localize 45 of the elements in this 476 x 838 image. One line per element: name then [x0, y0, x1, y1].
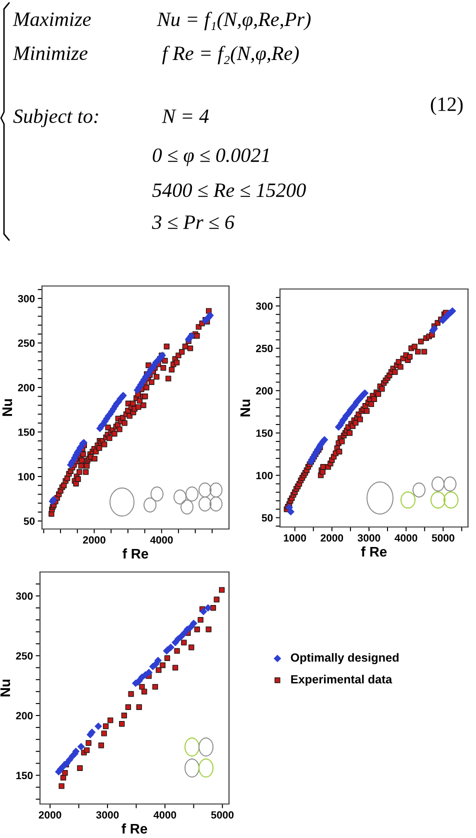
- y-axis-title: Nu: [2, 399, 12, 416]
- x-tick-label: 3000: [358, 534, 380, 542]
- y-tick-label: 300: [16, 592, 33, 600]
- y-tick-label: 50: [262, 514, 273, 522]
- y-tick-label: 200: [18, 384, 35, 392]
- x-tick-label: 2000: [38, 811, 62, 819]
- y-tick-label: 100: [256, 472, 273, 480]
- legend-label: Optimally designed: [290, 653, 399, 664]
- x-tick-label: 5000: [211, 811, 234, 819]
- y-tick-label: 300: [18, 294, 35, 302]
- text: 5400 ≤ Re ≤ 15200: [152, 183, 306, 198]
- x-tick-label: 4000: [150, 536, 173, 544]
- y-tick-label: 150: [256, 429, 273, 437]
- y-tick-label: 200: [16, 712, 33, 720]
- y-tick-label: 150: [16, 772, 33, 780]
- text: 0 ≤ φ ≤ 0.0021: [152, 148, 269, 166]
- y-axis-title: Nu: [240, 400, 250, 416]
- text: (12): [430, 96, 463, 116]
- text: 3 ≤ Pr ≤ 6: [152, 216, 234, 230]
- y-tick-label: 150: [18, 428, 35, 436]
- y-tick-label: 50: [24, 517, 35, 525]
- text: Nu = f₁(N,φ,Re,Pr): [156, 12, 311, 30]
- x-axis-title: f Re: [122, 823, 148, 834]
- x-axis-title: f Re: [361, 546, 387, 557]
- x-axis-title: f Re: [122, 548, 148, 559]
- text: Minimize: [12, 46, 88, 60]
- legend-label: Experimental data: [291, 674, 392, 686]
- y-tick-label: 100: [18, 472, 35, 480]
- x-tick-label: 4000: [154, 811, 176, 819]
- x-tick-label: 2000: [320, 534, 344, 542]
- x-tick-label: 2000: [83, 536, 106, 544]
- text: Subject to:: [13, 108, 98, 128]
- y-tick-label: 250: [256, 344, 273, 352]
- y-tick-label: 300: [256, 302, 273, 310]
- x-tick-label: 1000: [284, 534, 306, 542]
- text: f Re = f₂(N,φ,Re): [162, 46, 299, 64]
- y-axis-title: Nu: [0, 680, 10, 696]
- text: Maximize: [12, 12, 91, 26]
- x-tick-label: 3000: [96, 811, 119, 819]
- text: N = 4: [162, 110, 209, 123]
- y-tick-label: 250: [16, 652, 33, 660]
- y-tick-label: 250: [18, 339, 35, 347]
- x-tick-label: 5000: [432, 534, 454, 542]
- x-tick-label: 4000: [394, 534, 418, 542]
- y-tick-label: 200: [256, 387, 273, 395]
